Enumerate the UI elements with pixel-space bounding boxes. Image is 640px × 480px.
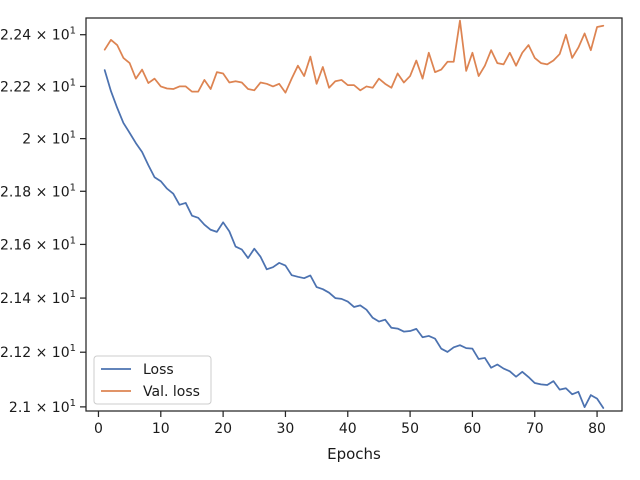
plot-background	[86, 18, 622, 411]
series-line-loss	[103, 69, 605, 409]
legend-box	[93, 355, 212, 405]
x-tick-label: 50	[401, 421, 419, 437]
x-tick-label: 40	[339, 421, 357, 437]
x-tick-label: 60	[464, 421, 482, 437]
y-tick-label: 2.18 × 101	[0, 182, 76, 200]
x-axis-label: Epochs	[327, 445, 381, 463]
series-line-val-loss	[103, 19, 605, 94]
y-tick-label: 2 × 101	[22, 130, 76, 148]
x-tick-label: 20	[214, 421, 232, 437]
legend: Loss Val. loss	[93, 355, 212, 405]
plot-frame	[85, 17, 623, 412]
x-tick-label: 30	[277, 421, 295, 437]
legend-label-val-loss: Val. loss	[143, 384, 200, 400]
y-tick-label: 2.24 × 101	[0, 26, 76, 44]
y-tick-label: 2.22 × 101	[0, 77, 76, 95]
y-tick-label: 2.14 × 101	[0, 289, 76, 307]
tick-layer: 0 10 20 30 40 50 60 70 80 2.1 × 101 2.12 × 101 2.14…	[0, 26, 606, 437]
y-tick-label: 2.12 × 101	[0, 343, 76, 361]
x-tick-label: 10	[152, 421, 170, 437]
x-tick-label: 70	[526, 421, 544, 437]
y-tick-label: 2.16 × 101	[0, 235, 76, 253]
y-tick-label: 2.1 × 101	[9, 398, 76, 416]
x-tick-label: 0	[94, 421, 103, 437]
series-layer	[103, 19, 605, 409]
legend-label-loss: Loss	[143, 362, 174, 378]
x-tick-label: 80	[588, 421, 606, 437]
